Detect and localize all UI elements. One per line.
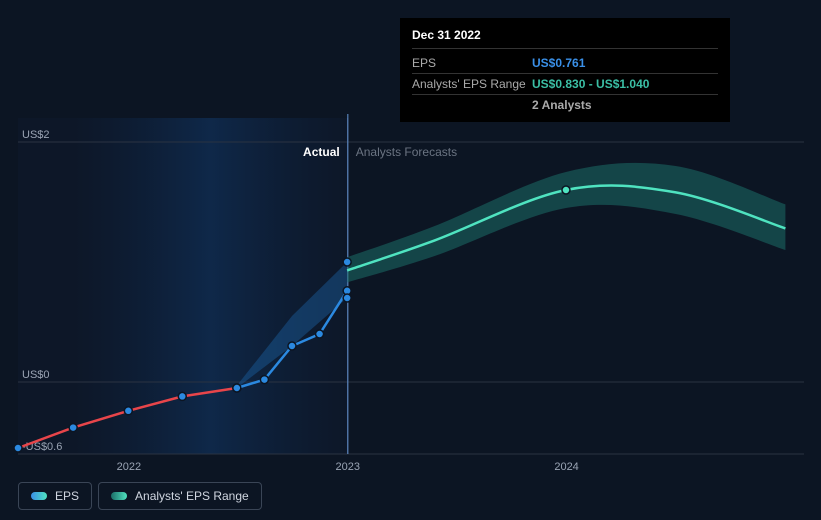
legend-item-range[interactable]: Analysts' EPS Range xyxy=(98,482,262,510)
tooltip-row: Analysts' EPS RangeUS$0.830 - US$1.040 xyxy=(412,74,718,95)
svg-text:2024: 2024 xyxy=(554,461,578,473)
tooltip-date: Dec 31 2022 xyxy=(412,28,718,49)
legend-label: Analysts' EPS Range xyxy=(135,489,249,503)
svg-text:Analysts Forecasts: Analysts Forecasts xyxy=(356,145,457,159)
tooltip-analyst-count: 2 Analysts xyxy=(412,95,718,112)
tooltip-row-label: EPS xyxy=(412,56,532,70)
tooltip-row-value: US$0.761 xyxy=(532,56,585,70)
svg-text:US$2: US$2 xyxy=(22,129,50,141)
svg-text:-US$0.6: -US$0.6 xyxy=(22,441,62,453)
tooltip-row-value: US$0.830 - US$1.040 xyxy=(532,77,649,91)
legend-swatch-eps xyxy=(31,492,47,500)
svg-text:US$0: US$0 xyxy=(22,369,50,381)
chart-tooltip: Dec 31 2022 EPSUS$0.761Analysts' EPS Ran… xyxy=(400,18,730,122)
legend-swatch-range xyxy=(111,492,127,500)
legend: EPS Analysts' EPS Range xyxy=(18,482,262,510)
tooltip-row: EPSUS$0.761 xyxy=(412,53,718,74)
svg-text:2022: 2022 xyxy=(117,461,141,473)
eps-chart: US$2 US$0 -US$0.6 2022 2023 2024 Actual Analyst… xyxy=(0,0,821,520)
tooltip-row-label: Analysts' EPS Range xyxy=(412,77,532,91)
svg-text:Actual: Actual xyxy=(303,145,340,159)
legend-item-eps[interactable]: EPS xyxy=(18,482,92,510)
legend-label: EPS xyxy=(55,489,79,503)
svg-text:2023: 2023 xyxy=(336,461,360,473)
